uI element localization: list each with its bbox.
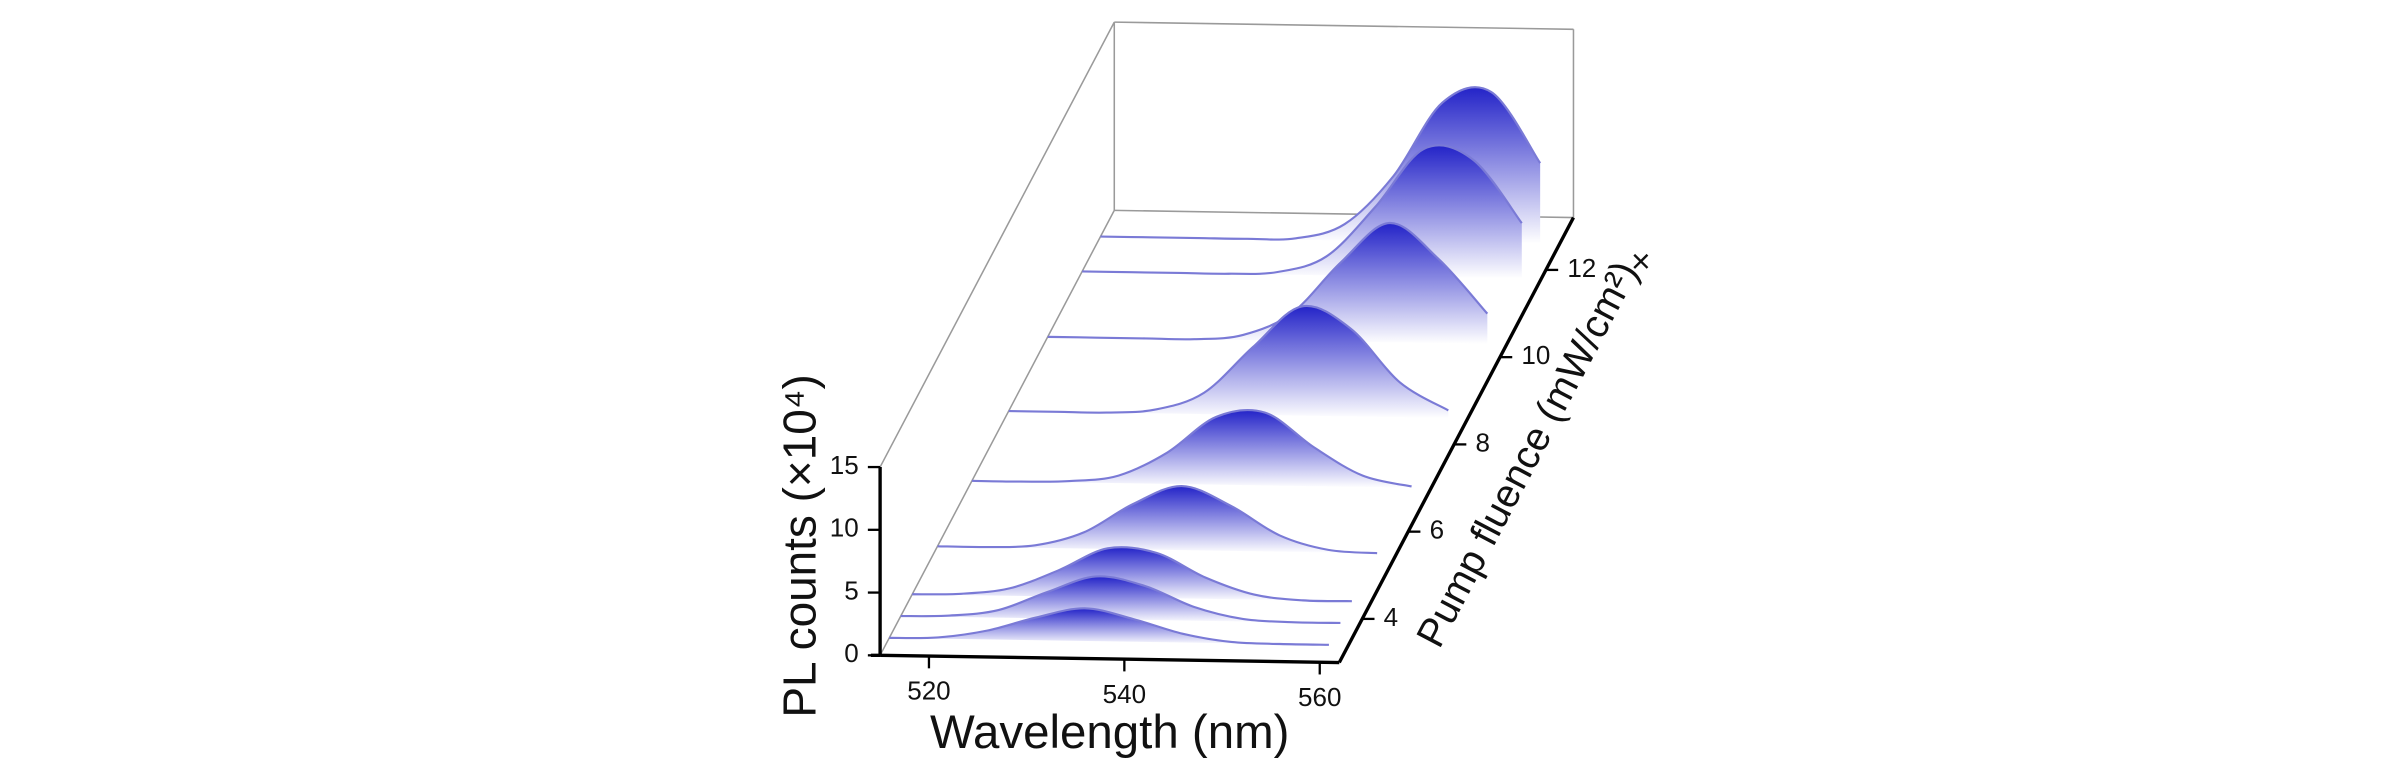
x-axis-title: Wavelength (nm) <box>930 706 1289 759</box>
spectrum-fill <box>1047 222 1488 344</box>
z-axis <box>1337 216 1575 664</box>
close-button[interactable]: × <box>1631 243 1651 280</box>
spectrum-fill <box>889 608 1329 645</box>
y-tick-label: 0 <box>844 638 858 668</box>
x-tick-label: 540 <box>1103 679 1146 709</box>
x-axis <box>880 653 1340 665</box>
x-tick-label: 560 <box>1298 682 1341 712</box>
y-tick-label: 5 <box>844 575 858 605</box>
y-tick-label: 10 <box>830 513 859 543</box>
spectrum-line <box>937 485 1378 555</box>
z-tick-label: 12 <box>1567 253 1596 283</box>
frame-line <box>1114 21 1574 31</box>
spectrum-fill <box>1082 145 1522 279</box>
z-tick-label: 6 <box>1430 515 1444 545</box>
frame <box>879 21 1575 656</box>
axes: 520 540 560 0 5 10 15 4 6 8 10 12 Wavelength (nm) PL … <box>774 216 1647 759</box>
spectrum-fill <box>937 486 1378 554</box>
spectrum-fill <box>912 547 1352 602</box>
x-tick-label: 520 <box>907 676 950 706</box>
spectrum-fill <box>900 576 1341 623</box>
spectrum-line <box>889 607 1329 646</box>
spectrum-line <box>1100 86 1542 241</box>
spectrum-line <box>1008 304 1449 414</box>
spectrum-line <box>1082 144 1523 275</box>
z-tick-label: 10 <box>1521 340 1550 370</box>
z-tick-label: 8 <box>1476 427 1490 457</box>
spectrum-line <box>900 575 1341 625</box>
y-tick-label: 15 <box>830 450 859 480</box>
spectrum-line <box>912 546 1352 603</box>
spectrum-fill <box>971 409 1412 488</box>
frame-line <box>879 21 1115 468</box>
z-tick-label: 4 <box>1384 602 1398 632</box>
y-axis-title: PL counts (×10⁴) <box>774 374 826 717</box>
spectrum-line <box>971 408 1412 488</box>
spectra <box>889 86 1542 646</box>
frame-line <box>879 210 1115 656</box>
spectrum-fill <box>1008 305 1449 418</box>
